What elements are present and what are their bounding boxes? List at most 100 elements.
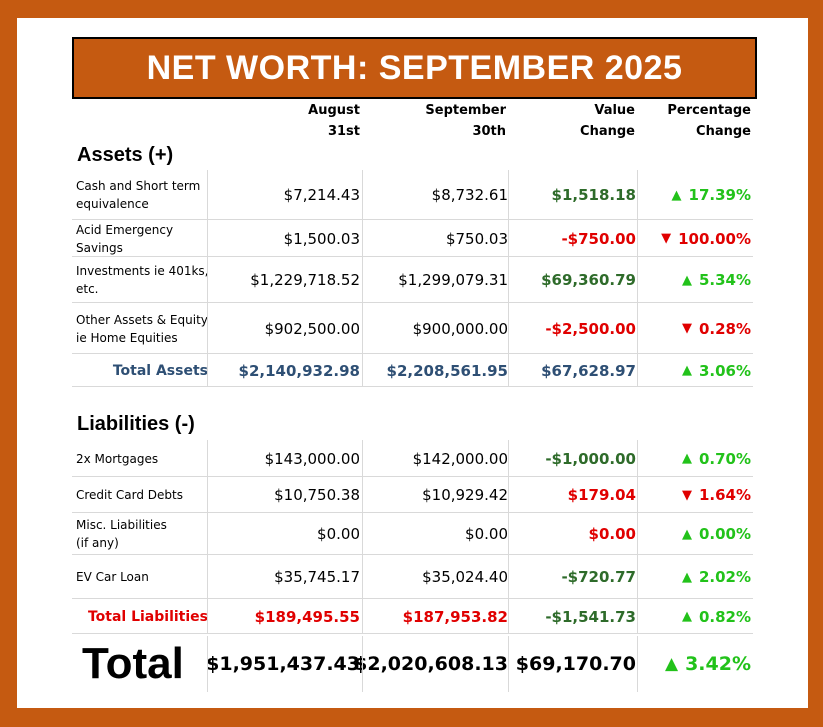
percentage-value: 100.00% — [678, 229, 751, 248]
row-label-line2: Savings — [76, 240, 123, 255]
column-divider — [508, 440, 509, 477]
row-divider — [72, 476, 753, 477]
row-label-line1: Misc. Liabilities — [76, 518, 167, 532]
column-divider — [637, 220, 638, 257]
row-divider — [72, 633, 753, 634]
september-value: $900,000.00 — [412, 319, 508, 338]
value-change: $179.04 — [567, 486, 636, 504]
value-change: $1,518.18 — [551, 186, 636, 204]
column-divider — [207, 599, 208, 634]
august-value: $1,500.03 — [283, 229, 360, 248]
column-divider — [508, 220, 509, 257]
column-divider — [508, 303, 509, 354]
triangle-down-icon: ▼ — [681, 487, 692, 503]
column-divider — [637, 555, 638, 599]
percentage-value: 5.34% — [698, 271, 751, 289]
column-divider — [508, 513, 509, 555]
column-divider — [362, 477, 363, 513]
percentage-change: ▼ 1.64% — [638, 477, 753, 513]
row-label: Misc. Liabilities (if any) — [72, 513, 210, 555]
asset-row: Other Assets & Equity ie Home Equities $90… — [72, 303, 753, 354]
header-august: August 31st — [308, 103, 360, 139]
row-label: Investments ie 401ks, etc. — [72, 257, 210, 303]
triangle-down-icon: ▼ — [681, 321, 692, 336]
row-label-text: 2x Mortgages — [76, 450, 158, 468]
triangle-up-icon: ▲ — [681, 569, 692, 585]
row-label: EV Car Loan — [72, 555, 210, 599]
row-label-line2: etc. — [76, 282, 99, 296]
row-label-line2: (if any) — [76, 536, 119, 550]
percentage-value: 1.64% — [698, 486, 751, 504]
row-divider — [72, 512, 753, 513]
assets-section-title: Assets (+) — [77, 144, 174, 166]
column-divider — [207, 636, 208, 692]
row-label: Total — [82, 639, 184, 688]
triangle-up-icon: ▲ — [681, 363, 692, 378]
row-label-line1: Credit Card Debts — [76, 488, 183, 502]
percentage-change: ▲ 2.02% — [638, 555, 753, 599]
percentage-change: ▲ 3.06% — [638, 354, 753, 387]
september-value: $2,208,561.95 — [386, 361, 508, 380]
row-divider — [72, 598, 753, 599]
percentage-change: ▲ 0.70% — [638, 440, 753, 477]
column-divider — [362, 440, 363, 477]
column-divider — [508, 555, 509, 599]
percentage-value: 0.28% — [698, 319, 751, 338]
triangle-up-icon: ▲ — [681, 609, 692, 624]
august-value: $1,229,718.52 — [250, 271, 360, 289]
row-label: Total Liabilities — [87, 608, 208, 625]
total-liabilities-row: Total Liabilities $189,495.55 $187,953.82 -… — [72, 599, 753, 634]
august-value: $1,951,437.43 — [206, 653, 360, 675]
row-label-line1: Investments ie 401ks, — [76, 264, 209, 278]
row-label-line1: EV Car Loan — [76, 570, 149, 584]
row-label-text: Acid Emergency Savings — [76, 221, 173, 257]
column-divider — [637, 599, 638, 634]
column-divider — [207, 354, 208, 387]
column-divider — [637, 440, 638, 477]
value-change: -$720.77 — [561, 568, 636, 586]
percentage-value: 3.42% — [685, 653, 751, 675]
row-divider — [72, 386, 753, 387]
value-change: $0.00 — [588, 525, 636, 543]
percentage-value: 0.00% — [698, 525, 751, 543]
row-label-text: Misc. Liabilities (if any) — [76, 516, 167, 552]
percentage-change: ▲ 3.42% — [638, 636, 753, 692]
row-divider — [72, 302, 753, 303]
september-value: $10,929.42 — [422, 486, 508, 504]
row-label: Credit Card Debts — [72, 477, 210, 513]
value-change: $69,360.79 — [541, 271, 636, 289]
column-divider — [207, 257, 208, 303]
header-september: September 30th — [425, 103, 506, 139]
row-label-line2: ie Home Equities — [76, 330, 178, 345]
column-divider — [508, 599, 509, 634]
september-value: $142,000.00 — [412, 449, 508, 468]
column-divider — [637, 257, 638, 303]
september-value: $750.03 — [445, 229, 508, 248]
column-divider — [637, 636, 638, 692]
value-change: $67,628.97 — [541, 361, 636, 380]
september-value: $1,299,079.31 — [398, 271, 508, 289]
column-divider — [637, 303, 638, 354]
row-label-text: Investments ie 401ks, etc. — [76, 262, 209, 298]
september-value: $35,024.40 — [422, 568, 508, 586]
column-divider — [362, 170, 363, 220]
header-value-change: Value Change — [580, 103, 635, 139]
row-label: Other Assets & Equity ie Home Equities — [72, 303, 210, 354]
net-worth-card: NET WORTH: SEPTEMBER 2025 August 31st Sep… — [17, 18, 808, 708]
column-divider — [508, 257, 509, 303]
august-value: $35,745.17 — [274, 568, 360, 586]
value-change: -$1,541.73 — [545, 607, 636, 626]
column-divider — [207, 555, 208, 599]
column-divider — [362, 257, 363, 303]
september-value: $2,020,608.13 — [354, 653, 508, 675]
total-assets-row: Total Assets $2,140,932.98 $2,208,561.95 $6… — [72, 354, 753, 387]
row-label-line1: Acid Emergency — [76, 222, 174, 237]
value-change: $69,170.70 — [515, 653, 636, 675]
column-divider — [362, 636, 363, 692]
row-label: Total Assets — [112, 362, 208, 379]
percentage-value: 2.02% — [698, 568, 751, 586]
value-change: -$2,500.00 — [545, 319, 636, 338]
column-divider — [362, 599, 363, 634]
column-divider — [637, 513, 638, 555]
column-divider — [637, 477, 638, 513]
